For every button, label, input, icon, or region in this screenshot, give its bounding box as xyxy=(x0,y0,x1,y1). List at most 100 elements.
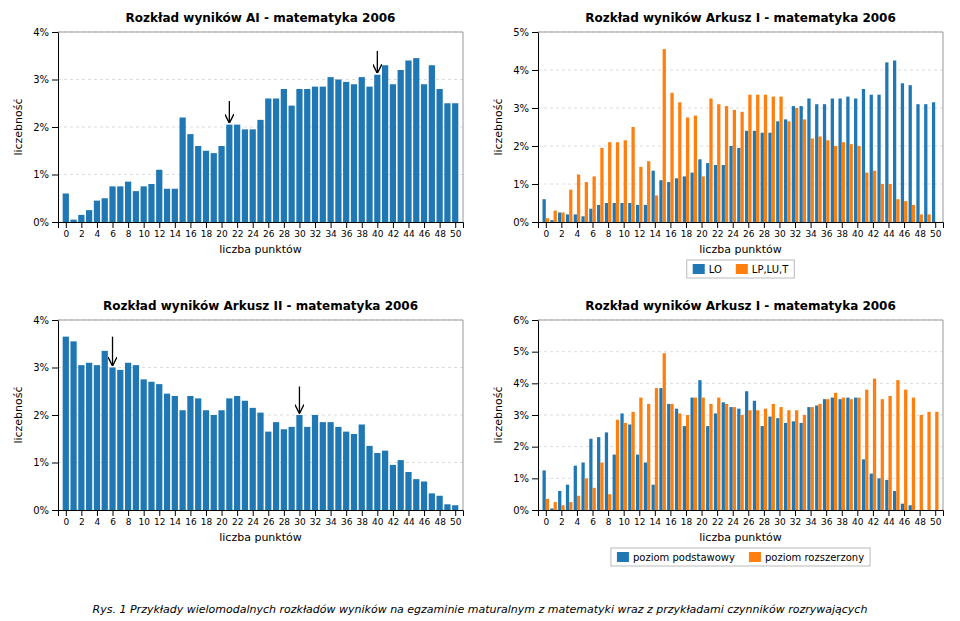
bar xyxy=(909,85,912,222)
legend-frame xyxy=(611,548,870,566)
x-tick-mark xyxy=(593,510,594,516)
y-axis: 0%1%2%3%4% xyxy=(33,27,58,228)
x-axis: 0246810121416182022242628303234363840424… xyxy=(539,510,944,527)
y-tick: 4% xyxy=(513,378,538,389)
x-tick: 20 xyxy=(696,510,708,527)
legend-swatch xyxy=(693,264,705,274)
legend: poziom podstawowypoziom rozszerzony xyxy=(611,548,870,566)
y-axis-title: liczebność xyxy=(492,98,505,155)
x-tick: 38 xyxy=(837,510,849,527)
bar xyxy=(745,131,748,222)
y-tick-mark xyxy=(532,108,538,109)
bar xyxy=(343,432,349,510)
x-tick-mark xyxy=(748,510,749,516)
bar xyxy=(398,70,404,222)
x-tick-mark xyxy=(764,222,765,228)
bar xyxy=(935,222,938,223)
bar xyxy=(862,89,865,222)
bar xyxy=(663,49,666,222)
grid xyxy=(58,32,463,222)
bar xyxy=(655,195,658,222)
x-tick-label: 24 xyxy=(727,229,739,239)
x-tick-label: 40 xyxy=(852,517,864,527)
x-tick-mark xyxy=(857,510,858,516)
bar xyxy=(873,171,876,222)
bar xyxy=(792,421,795,510)
y-tick-label: 1% xyxy=(33,457,49,468)
x-tick: 24 xyxy=(247,510,259,527)
bar xyxy=(725,106,728,222)
bar xyxy=(589,439,592,510)
x-tick-label: 44 xyxy=(883,517,895,527)
bar xyxy=(429,493,435,510)
x-tick-mark xyxy=(268,510,269,516)
y-tick-mark xyxy=(532,32,538,33)
x-tick-mark xyxy=(608,222,609,228)
bar xyxy=(312,415,318,510)
x-tick-label: 32 xyxy=(790,229,801,239)
x-tick: 34 xyxy=(325,222,337,239)
x-tick: 22 xyxy=(232,510,243,527)
bar xyxy=(327,77,333,222)
x-tick: 42 xyxy=(388,510,399,527)
y-tick-mark xyxy=(52,175,58,176)
x-tick: 48 xyxy=(434,222,446,239)
x-tick: 46 xyxy=(899,510,911,527)
x-tick: 50 xyxy=(930,510,942,527)
y-tick-label: 2% xyxy=(513,141,529,152)
bar xyxy=(566,214,569,222)
bar xyxy=(574,466,577,510)
x-tick: 48 xyxy=(914,222,926,239)
x-tick: 14 xyxy=(170,222,182,239)
figure: 0246810121416182022242628303234363840424… xyxy=(0,0,960,621)
bar xyxy=(916,510,919,511)
x-tick-label: 30 xyxy=(774,229,786,239)
plot-frame xyxy=(538,32,943,33)
x-tick-mark xyxy=(686,222,687,228)
bar xyxy=(834,146,837,222)
bar xyxy=(678,102,681,222)
bar xyxy=(639,167,642,222)
bar xyxy=(195,398,201,510)
bar xyxy=(737,409,740,510)
bar xyxy=(554,211,557,222)
bar xyxy=(600,148,603,222)
bar xyxy=(787,410,790,510)
bar xyxy=(873,379,876,510)
bar xyxy=(117,370,123,510)
x-tick: 6 xyxy=(110,510,116,527)
bar xyxy=(854,99,857,223)
x-tick-mark xyxy=(159,222,160,228)
bar xyxy=(857,146,860,222)
x-tick-mark xyxy=(222,510,223,516)
x-tick-label: 24 xyxy=(727,517,739,527)
bar xyxy=(374,75,380,222)
x-tick: 50 xyxy=(930,222,942,239)
x-tick: 28 xyxy=(759,222,771,239)
bar xyxy=(768,417,771,510)
bar xyxy=(109,186,115,222)
arrow xyxy=(112,337,113,366)
x-tick-mark xyxy=(546,222,547,228)
bar xyxy=(597,437,600,510)
bar xyxy=(865,173,868,222)
x-tick-label: 22 xyxy=(232,517,243,527)
x-tick-mark xyxy=(670,510,671,516)
bar xyxy=(304,89,310,222)
x-tick: 14 xyxy=(650,222,662,239)
bar xyxy=(636,455,639,510)
bar xyxy=(187,396,193,510)
bar xyxy=(257,120,263,222)
bar xyxy=(613,203,616,222)
x-tick-mark xyxy=(888,222,889,228)
x-tick-mark xyxy=(315,510,316,516)
x-tick-mark xyxy=(97,222,98,228)
bar xyxy=(737,148,740,222)
x-tick: 14 xyxy=(170,510,182,527)
x-tick: 46 xyxy=(419,222,431,239)
x-tick-label: 44 xyxy=(403,229,415,239)
y-tick: 4% xyxy=(33,27,58,38)
x-tick-label: 2 xyxy=(559,229,565,239)
bar xyxy=(756,410,759,510)
bar xyxy=(838,399,841,510)
